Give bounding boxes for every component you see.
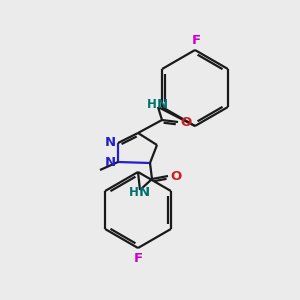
Text: H: H — [129, 185, 139, 199]
Text: N: N — [104, 157, 116, 169]
Text: F: F — [191, 34, 201, 47]
Text: N: N — [156, 98, 168, 112]
Text: N: N — [104, 136, 116, 148]
Text: N: N — [138, 185, 150, 199]
Text: O: O — [170, 169, 182, 182]
Text: O: O — [180, 116, 192, 128]
Text: H: H — [147, 98, 157, 112]
Text: F: F — [134, 251, 142, 265]
